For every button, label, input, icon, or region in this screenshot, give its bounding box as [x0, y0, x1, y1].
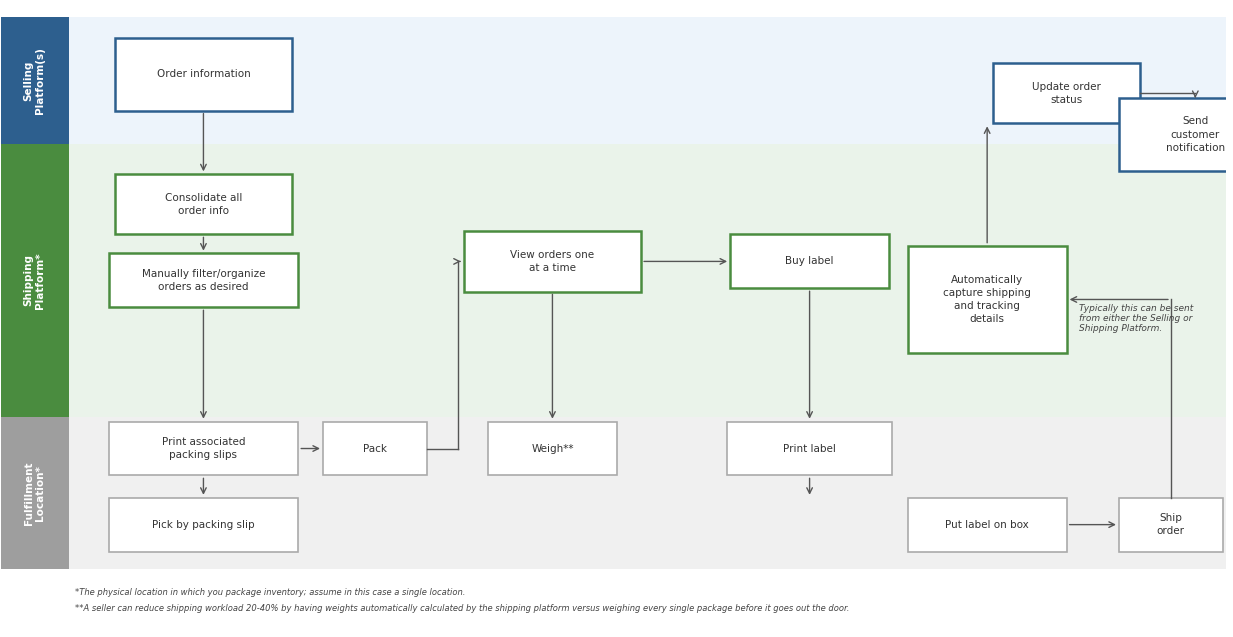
Text: Update order
status: Update order status [1032, 82, 1101, 105]
Bar [907, 246, 1067, 354]
Bar [109, 254, 298, 308]
Text: *The physical location in which you package inventory; assume in this case a sin: *The physical location in which you pack… [75, 588, 465, 597]
Bar [323, 422, 427, 475]
Text: Put label on box: Put label on box [946, 520, 1030, 529]
Text: Pack: Pack [363, 443, 387, 454]
Bar [1, 17, 69, 144]
Text: Ship
order: Ship order [1157, 513, 1185, 536]
Text: Shipping
Platform*: Shipping Platform* [23, 252, 46, 309]
Text: Fulfillment
Location*: Fulfillment Location* [23, 461, 46, 525]
Bar [1118, 98, 1233, 171]
Text: Selling
Platform(s): Selling Platform(s) [23, 47, 46, 114]
Text: Consolidate all
order info: Consolidate all order info [165, 193, 242, 216]
Text: Pick by packing slip: Pick by packing slip [152, 520, 255, 529]
Bar [727, 422, 893, 475]
Text: Print associated
packing slips: Print associated packing slips [162, 437, 245, 460]
Bar [730, 234, 889, 289]
Text: Order information: Order information [157, 69, 250, 80]
Bar [109, 422, 298, 475]
Bar [464, 231, 641, 292]
Text: Manually filter/organize
orders as desired: Manually filter/organize orders as desir… [142, 269, 265, 292]
Text: Automatically
capture shipping
and tracking
details: Automatically capture shipping and track… [943, 275, 1031, 324]
Text: **A seller can reduce shipping workload 20-40% by having weights automatically c: **A seller can reduce shipping workload … [75, 605, 850, 613]
Text: Weigh**: Weigh** [531, 443, 573, 454]
Bar [115, 38, 292, 111]
Text: Print label: Print label [783, 443, 836, 454]
Bar [69, 144, 1226, 417]
Text: View orders one
at a time: View orders one at a time [510, 250, 594, 273]
Bar [1, 417, 69, 569]
Bar [115, 174, 292, 234]
Bar [109, 497, 298, 552]
Text: Buy label: Buy label [785, 257, 834, 266]
Text: Typically this can be sent
from either the Selling or
Shipping Platform.: Typically this can be sent from either t… [1079, 304, 1194, 333]
Bar [994, 63, 1141, 124]
Bar [1118, 497, 1223, 552]
Bar [1, 144, 69, 417]
Text: Send
customer
notification: Send customer notification [1165, 117, 1224, 153]
Bar [488, 422, 616, 475]
Bar [907, 497, 1067, 552]
Bar [69, 17, 1226, 144]
Bar [69, 417, 1226, 569]
